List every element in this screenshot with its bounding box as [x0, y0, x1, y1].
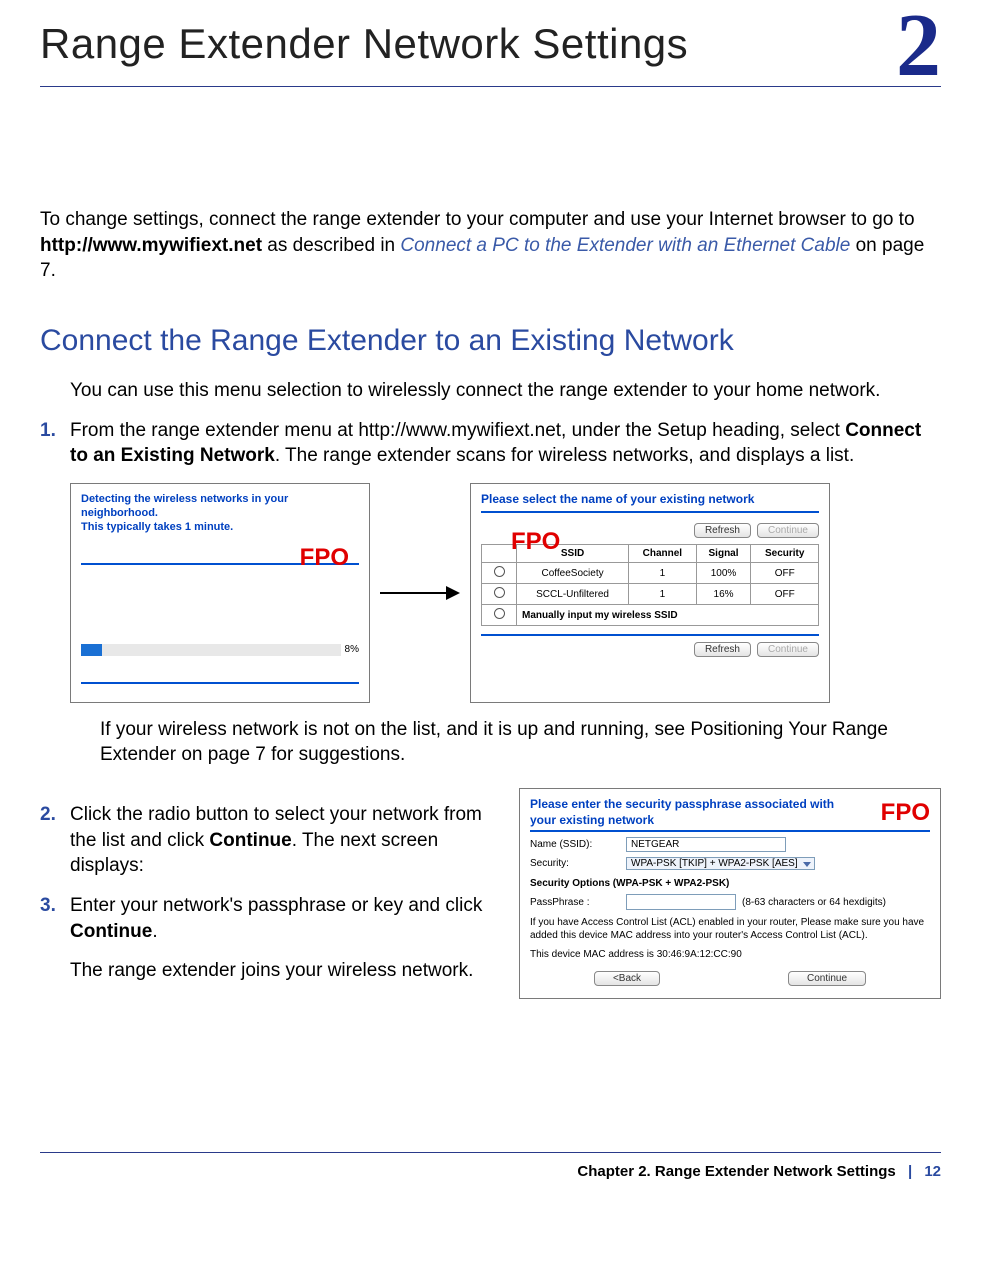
cell-manual: Manually input my wireless SSID: [517, 605, 819, 626]
step-1-text-b: . The range extender scans for wireless …: [275, 445, 854, 466]
security-select[interactable]: WPA-PSK [TKIP] + WPA2-PSK [AES]: [626, 857, 815, 870]
col-signal: Signal: [696, 545, 751, 563]
cell-channel: 1: [629, 563, 696, 584]
ssid-label: Name (SSID):: [530, 839, 620, 850]
fig1-line2: neighborhood.: [81, 506, 359, 520]
fig3-fpo-label: FPO: [881, 799, 930, 827]
step-1-text-a: From the range extender menu at http://w…: [70, 420, 845, 441]
page-footer: Chapter 2. Range Extender Network Settin…: [40, 1152, 941, 1180]
footer-chapter: Chapter 2. Range Extender Network Settin…: [577, 1163, 895, 1180]
table-row: SCCL-Unfiltered 1 16% OFF: [482, 584, 819, 605]
page-header: Range Extender Network Settings 2: [40, 20, 941, 87]
section-heading: Connect the Range Extender to an Existin…: [40, 324, 941, 358]
continue-button[interactable]: Continue: [788, 971, 866, 986]
continue-button[interactable]: Continue: [757, 642, 819, 657]
passphrase-label: PassPhrase :: [530, 897, 620, 908]
cell-channel: 1: [629, 584, 696, 605]
section-intro-para: You can use this menu selection to wirel…: [40, 378, 941, 404]
fig3-sec-row: Security: WPA-PSK [TKIP] + WPA2-PSK [AES…: [530, 857, 930, 870]
figure-select-network: Please select the name of your existing …: [470, 483, 830, 703]
figure-detecting: Detecting the wireless networks in your …: [70, 483, 370, 703]
step-3: 3. Enter your network's passphrase or ke…: [40, 893, 499, 984]
security-options-heading: Security Options (WPA-PSK + WPA2-PSK): [530, 878, 930, 889]
intro-text-mid: as described in: [262, 235, 400, 256]
step-2: 2. Click the radio button to select your…: [40, 802, 499, 879]
cell-signal: 16%: [696, 584, 751, 605]
fig2-divider-top: [481, 511, 819, 513]
cell-signal: 100%: [696, 563, 751, 584]
fig3-title-l2: your existing network: [530, 813, 930, 829]
fig2-divider-bottom: [481, 634, 819, 636]
passphrase-hint: (8-63 characters or 64 hexdigits): [742, 897, 886, 908]
refresh-button[interactable]: Refresh: [694, 523, 751, 538]
back-button[interactable]: <Back: [594, 971, 660, 986]
cell-security: OFF: [751, 584, 819, 605]
ssid-input[interactable]: NETGEAR: [626, 837, 786, 852]
security-label: Security:: [530, 858, 620, 869]
chapter-number: 2: [896, 10, 941, 82]
fig1-line1: Detecting the wireless networks in your: [81, 492, 359, 506]
fig2-title: Please select the name of your existing …: [481, 492, 819, 508]
progress-track: [81, 644, 341, 656]
intro-paragraph: To change settings, connect the range ex…: [40, 207, 941, 284]
network-radio[interactable]: [494, 587, 505, 598]
step-3-text-a: Enter your network's passphrase or key a…: [70, 895, 482, 916]
cell-security: OFF: [751, 563, 819, 584]
step-1: 1. From the range extender menu at http:…: [40, 418, 941, 469]
fig1-progress: 8%: [81, 644, 359, 656]
figure-passphrase: Please enter the security passphrase ass…: [519, 788, 941, 999]
progress-percent: 8%: [345, 644, 359, 655]
step-3-number: 3.: [40, 893, 70, 984]
table-row-manual: Manually input my wireless SSID: [482, 605, 819, 626]
after-figs-b: on page 7 for suggestions.: [176, 744, 405, 765]
network-radio-manual[interactable]: [494, 608, 505, 619]
intro-link[interactable]: Connect a PC to the Extender with an Eth…: [400, 235, 850, 256]
fig3-name-row: Name (SSID): NETGEAR: [530, 837, 930, 852]
figure-row-1: Detecting the wireless networks in your …: [70, 483, 941, 703]
footer-sep: |: [908, 1163, 912, 1180]
continue-button[interactable]: Continue: [757, 523, 819, 538]
intro-text-pre: To change settings, connect the range ex…: [40, 209, 915, 230]
fig3-title-l1: Please enter the security passphrase ass…: [530, 797, 930, 813]
fig2-fpo-label: FPO: [511, 528, 560, 556]
table-row: CoffeeSociety 1 100% OFF: [482, 563, 819, 584]
col-channel: Channel: [629, 545, 696, 563]
col-security: Security: [751, 545, 819, 563]
step-3-text-b: .: [152, 921, 157, 942]
step-3-bold: Continue: [70, 921, 152, 942]
after-figs-para: If your wireless network is not on the l…: [40, 717, 941, 768]
footer-page: 12: [924, 1163, 941, 1180]
intro-url: http://www.mywifiext.net: [40, 235, 262, 256]
cell-ssid: SCCL-Unfiltered: [517, 584, 629, 605]
page-title: Range Extender Network Settings: [40, 20, 896, 68]
refresh-button[interactable]: Refresh: [694, 642, 751, 657]
arrow-icon: [380, 583, 460, 603]
mac-note: This device MAC address is 30:46:9A:12:C…: [530, 948, 930, 961]
cell-ssid: CoffeeSociety: [517, 563, 629, 584]
fig3-divider: [530, 830, 930, 832]
acl-note: If you have Access Control List (ACL) en…: [530, 916, 930, 942]
progress-fill: [81, 644, 102, 656]
step-1-number: 1.: [40, 418, 70, 469]
network-table: SSID Channel Signal Security CoffeeSocie…: [481, 544, 819, 626]
passphrase-input[interactable]: [626, 894, 736, 910]
fig3-buttons: <Back Continue: [530, 971, 930, 986]
network-radio[interactable]: [494, 566, 505, 577]
after-figs-a: If your wireless network is not on the l…: [100, 719, 690, 740]
step-3-after: The range extender joins your wireless n…: [70, 958, 499, 984]
step-2-number: 2.: [40, 802, 70, 879]
fig1-divider-bottom: [81, 682, 359, 684]
fig1-line3: This typically takes 1 minute.: [81, 520, 359, 534]
fig3-pass-row: PassPhrase : (8-63 characters or 64 hexd…: [530, 894, 930, 910]
fig1-fpo-label: FPO: [300, 544, 349, 572]
step-2-bold: Continue: [209, 830, 291, 851]
fig2-btn-group-bottom: Refresh Continue: [481, 642, 819, 657]
